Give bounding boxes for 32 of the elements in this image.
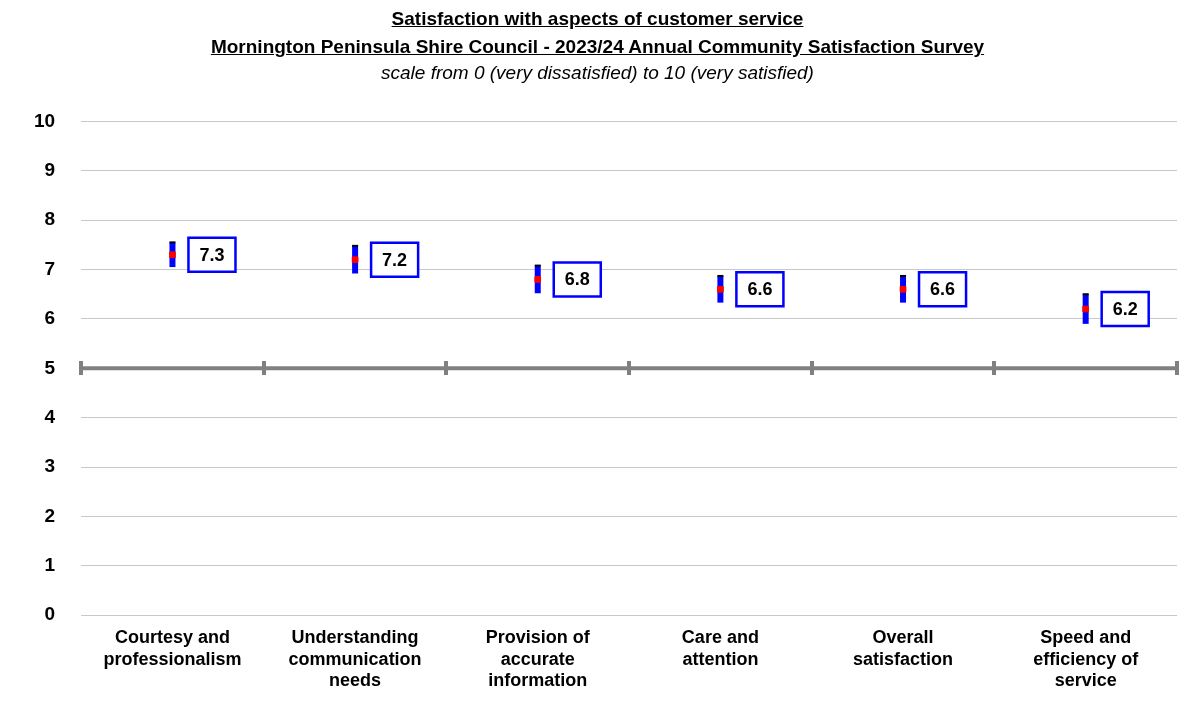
y-tick-label: 7 xyxy=(44,257,56,279)
x-tick-label: Overall satisfaction xyxy=(853,626,954,669)
y-tick-label: 3 xyxy=(44,455,56,477)
chart-title: Satisfaction with aspects of customer service xyxy=(390,8,805,30)
y-tick-label: 0 xyxy=(44,603,56,625)
x-tick-label: Care and attention xyxy=(681,626,759,669)
y-tick-label: 5 xyxy=(44,356,56,378)
data-label: 6.6 xyxy=(930,279,956,300)
x-tick-label: Courtesy and professionalism xyxy=(103,626,242,669)
data-label: 7.3 xyxy=(199,244,225,265)
data-label: 6.2 xyxy=(1112,299,1138,320)
point xyxy=(1082,305,1090,313)
y-tick-label: 8 xyxy=(44,208,56,230)
data-label: 7.2 xyxy=(382,249,408,270)
y-tick-label: 10 xyxy=(33,109,56,131)
y-tick-label: 6 xyxy=(44,307,56,329)
point xyxy=(169,251,176,259)
x-tick-label: Understanding communication needs xyxy=(288,626,422,691)
y-tick-label: 9 xyxy=(44,159,56,181)
data-label: 6.8 xyxy=(564,269,590,290)
y-tick-label: 1 xyxy=(44,554,56,576)
point xyxy=(899,285,907,293)
chart-subtitle: Mornington Peninsula Shire Council - 2023/24 Annual Community Satisfaction Survey xyxy=(209,36,986,58)
text: scale from 0 (very dissatisfied) to 10 (very satisfied) xyxy=(380,62,815,84)
point xyxy=(717,285,724,293)
point xyxy=(534,276,542,283)
y-tick-label: 2 xyxy=(44,504,56,526)
y-tick-label: 4 xyxy=(44,405,56,427)
data-label: 6.6 xyxy=(747,279,773,300)
point xyxy=(351,256,359,263)
x-tick-label: Speed and efficiency of service xyxy=(1033,626,1140,691)
x-tick-label: Provision of accurate information xyxy=(485,626,591,691)
